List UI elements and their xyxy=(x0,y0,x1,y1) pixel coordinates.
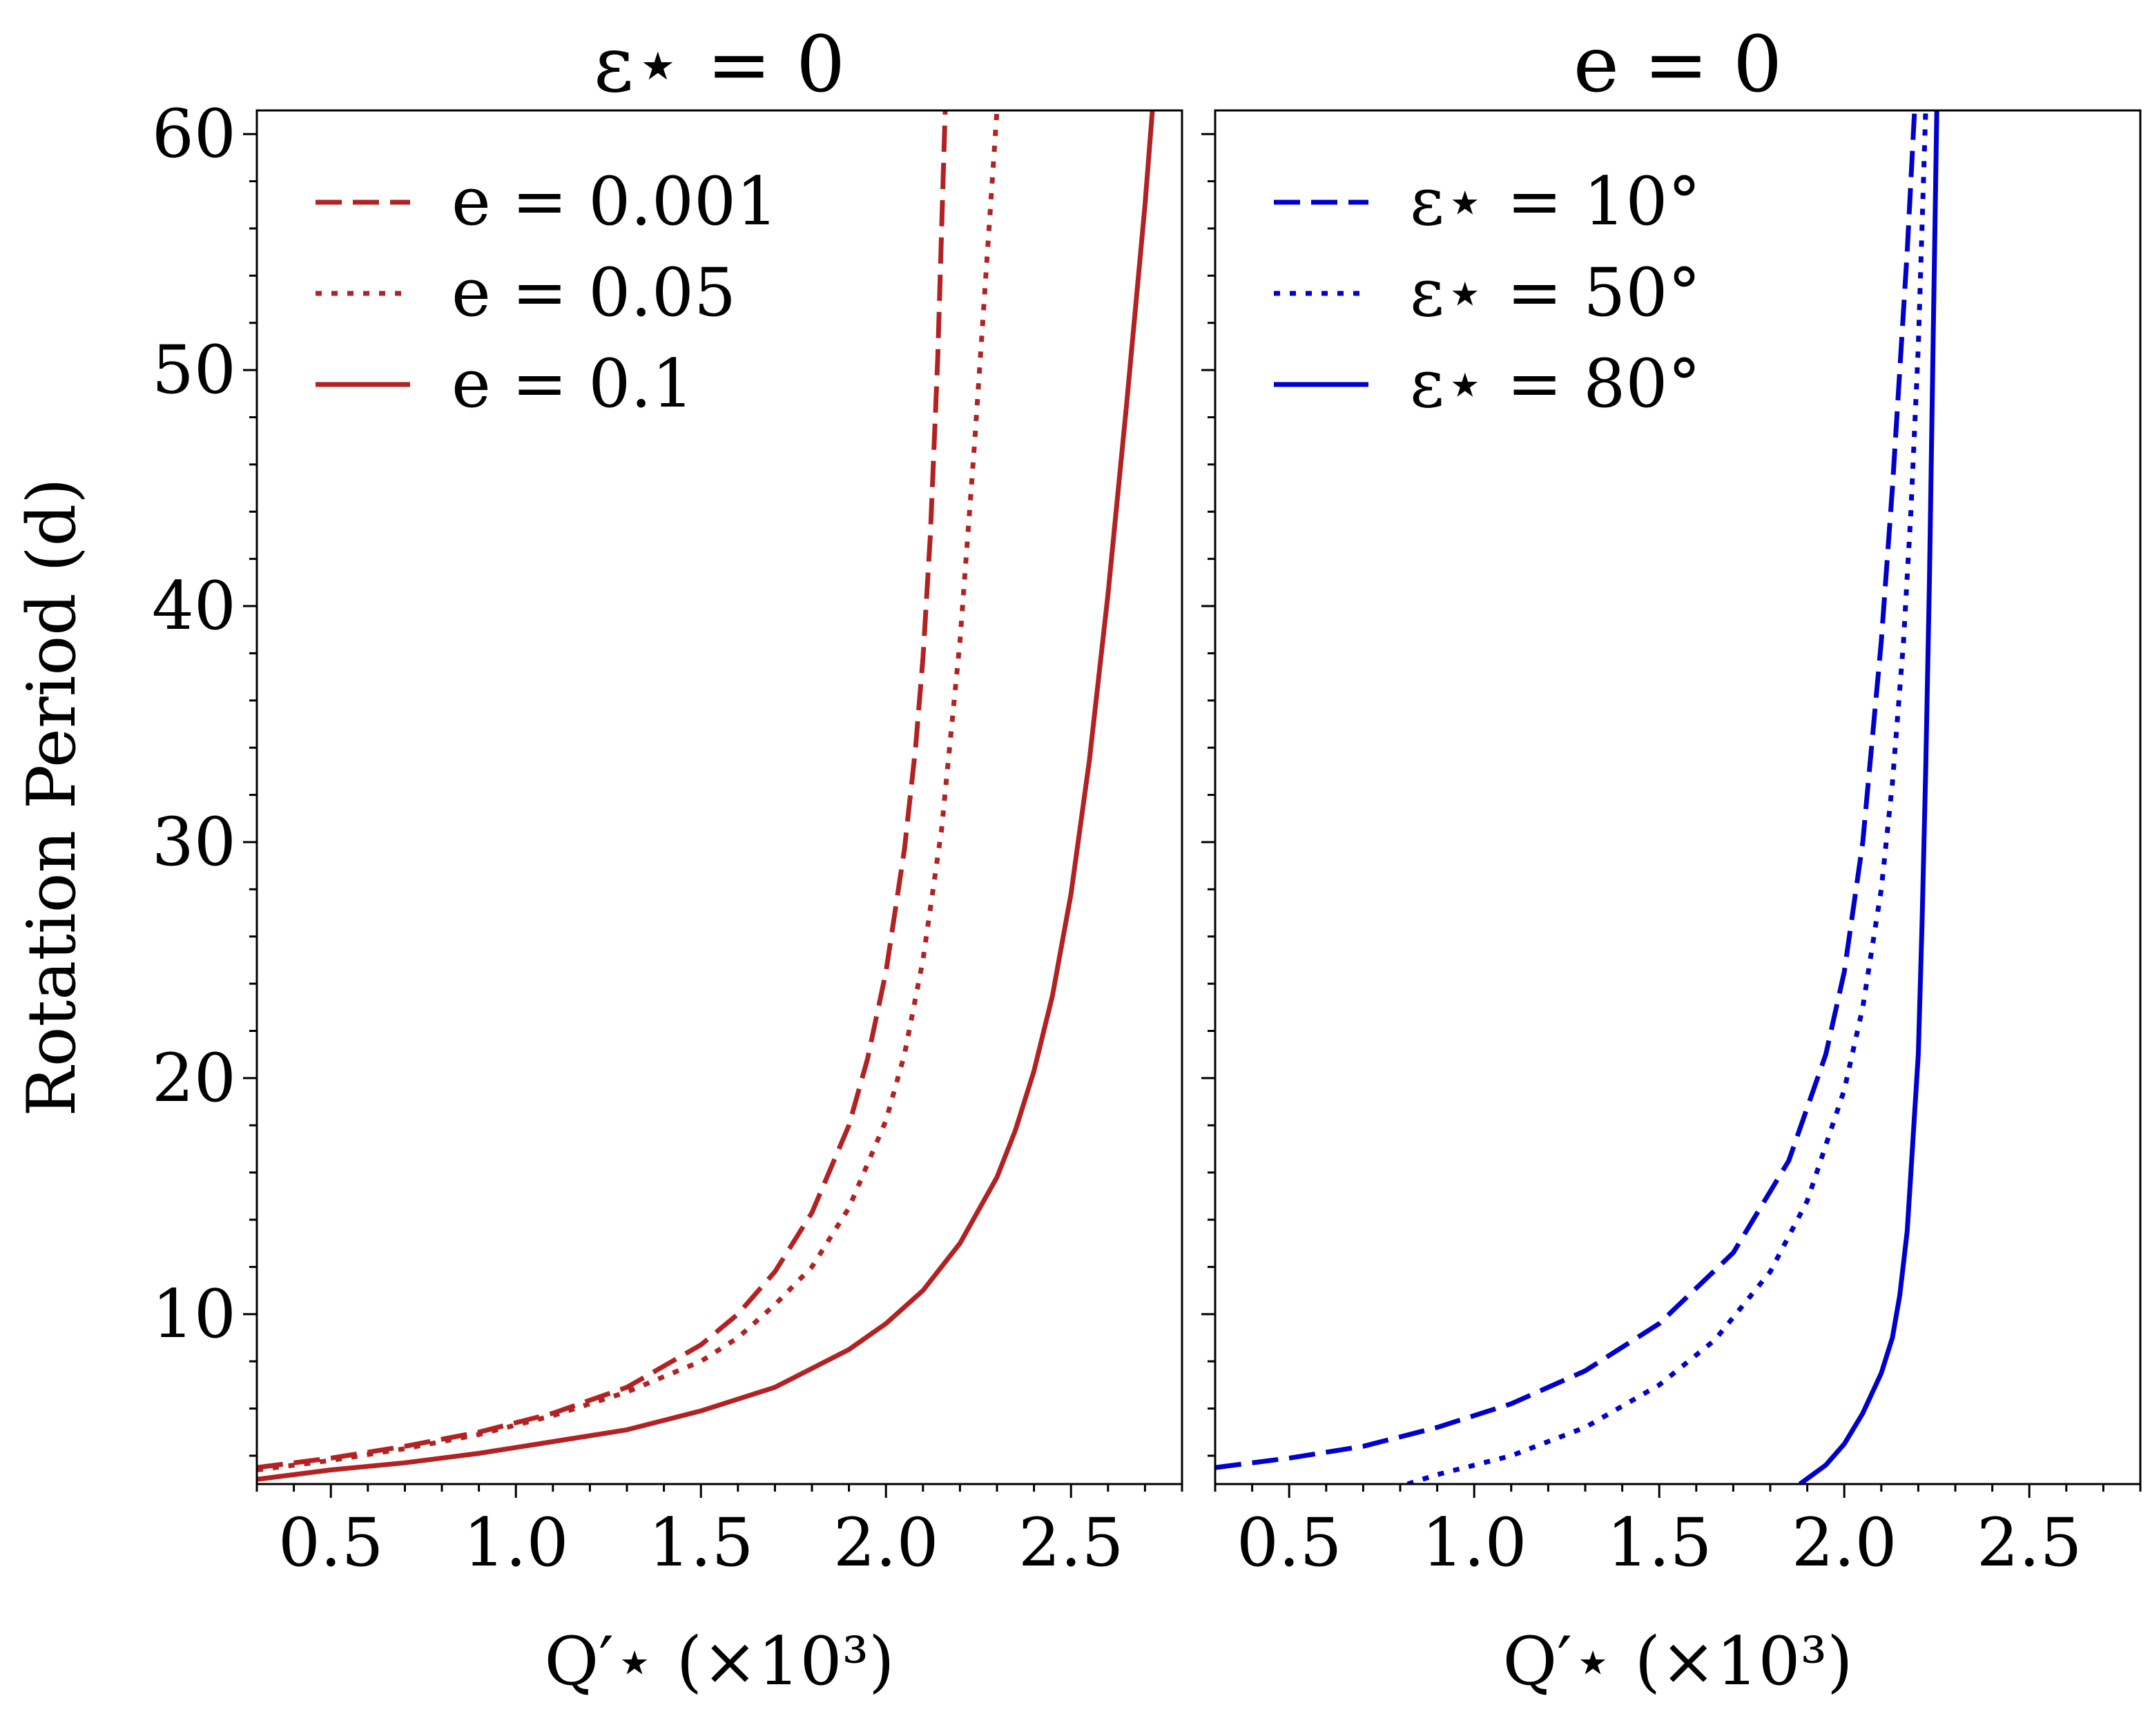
legend-label: ε⋆ = 10° xyxy=(1410,163,1701,240)
legend-label: ε⋆ = 80° xyxy=(1410,345,1701,422)
y-tick-label: 50 xyxy=(152,331,236,409)
x-tick-label: 2.0 xyxy=(833,1504,939,1581)
y-tick-label: 30 xyxy=(152,803,236,881)
series-line-dotted xyxy=(257,110,1000,1472)
legend-label: e = 0.1 xyxy=(452,345,694,422)
x-tick-label: 1.0 xyxy=(463,1504,569,1581)
panel-2: 0.5 1.0 1.5 2.0 2.5e = 0Q′⋆ (×10³)ε⋆ = 10°ε⋆… xyxy=(1201,20,2142,1700)
legend: ε⋆ = 10° ε⋆ = 50° ε⋆ = 80° xyxy=(1274,163,1701,422)
series-group xyxy=(257,110,1155,1482)
legend-label: e = 0.05 xyxy=(452,254,736,331)
panel-1: 0.5 1.0 1.5 2.0 2.5 10 20 30 40 50 60 ε⋆ = 0 Q′⋆ (×1… xyxy=(13,20,1183,1700)
chart-title: e = 0 xyxy=(1573,20,1783,110)
series-line-solid xyxy=(257,110,1155,1482)
x-tick-label: 0.5 xyxy=(1237,1504,1342,1581)
series-line-dotted xyxy=(1406,110,1928,1484)
y-tick-label: 40 xyxy=(152,567,236,645)
y-tick-label: 10 xyxy=(152,1276,236,1353)
x-tick-label: 0.5 xyxy=(278,1504,384,1581)
series-line-solid xyxy=(1798,110,1939,1484)
axes-frame xyxy=(1214,109,2142,1485)
y-tick-label: 60 xyxy=(152,95,236,173)
y-axis-label: Rotation Period (d) xyxy=(13,478,90,1116)
x-tick-label: 1.5 xyxy=(648,1504,754,1581)
series-group xyxy=(1215,110,1939,1484)
y-tick-label: 20 xyxy=(152,1040,236,1117)
x-tick-label: 2.5 xyxy=(1977,1504,2082,1581)
chart-title: ε⋆ = 0 xyxy=(594,20,845,110)
x-tick-label: 1.5 xyxy=(1607,1504,1712,1581)
x-tick-label: 1.0 xyxy=(1422,1504,1527,1581)
x-axis-label: Q′⋆ (×10³) xyxy=(1502,1623,1852,1700)
x-axis-label: Q′⋆ (×10³) xyxy=(544,1623,894,1700)
x-tick-label: 2.0 xyxy=(1792,1504,1897,1581)
legend: e = 0.001 e = 0.05 e = 0.1 xyxy=(316,163,778,422)
legend-label: e = 0.001 xyxy=(452,163,778,240)
series-line-dashed xyxy=(1215,110,1917,1470)
legend-label: ε⋆ = 50° xyxy=(1410,254,1701,331)
axes-frame xyxy=(255,109,1183,1485)
x-tick-label: 2.5 xyxy=(1018,1504,1124,1581)
